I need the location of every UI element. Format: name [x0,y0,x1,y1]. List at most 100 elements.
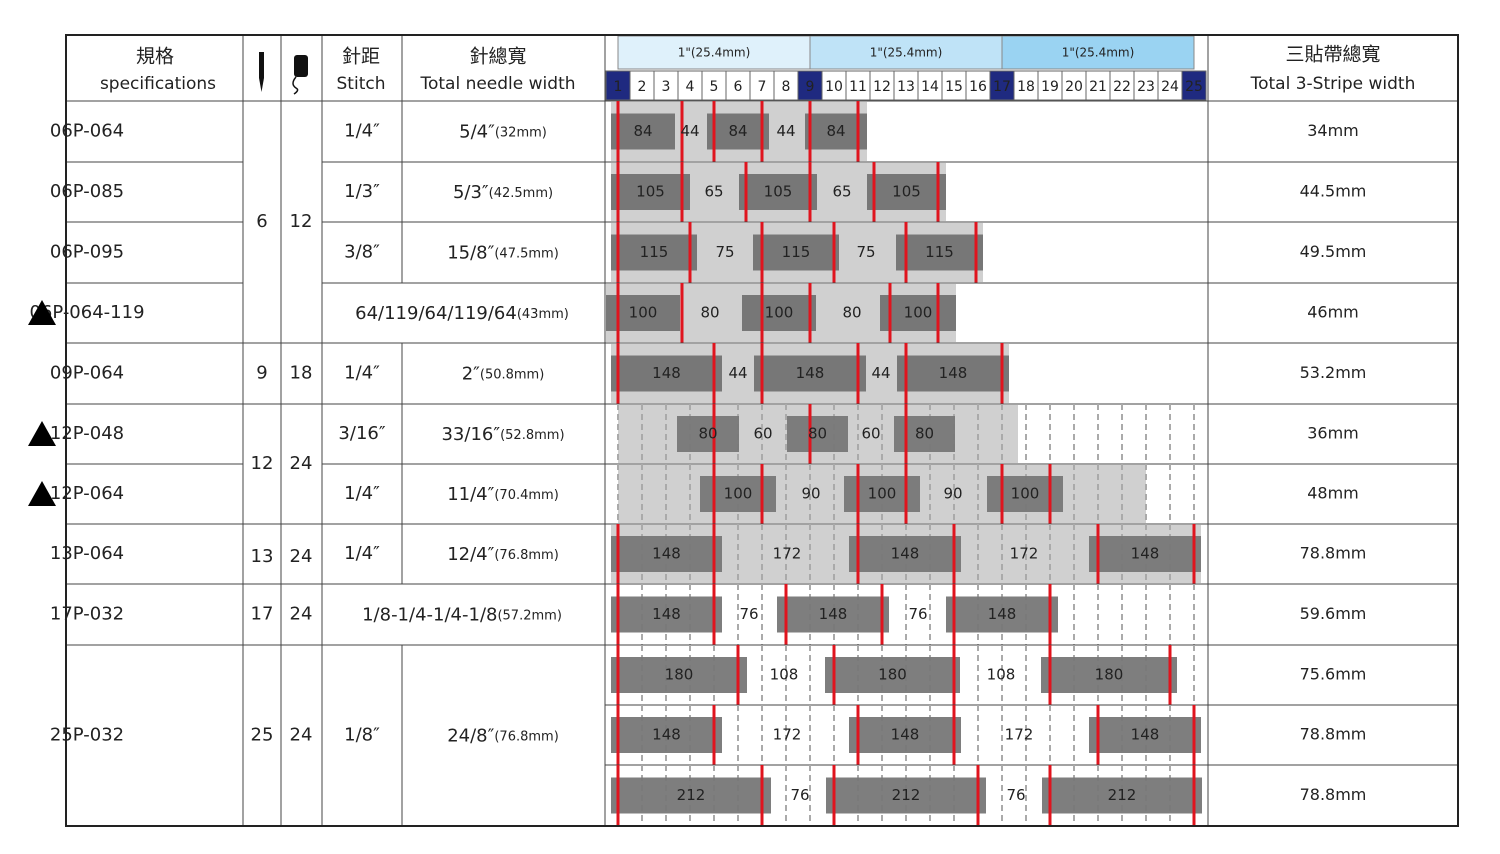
thread-count: 24 [290,546,313,567]
stripe [611,113,675,150]
needle-width: 24/8″(76.8mm) [447,726,559,747]
needle-number: 20 [1065,79,1083,95]
stripe [1089,536,1201,572]
stripe [754,355,866,392]
thread-count: 24 [290,725,313,746]
stripe [826,777,986,814]
thread-icon [292,55,308,95]
table-border [65,34,1459,827]
gap-label: 76 [1006,786,1025,804]
width: 15/8″ [447,243,494,264]
stripe-label: 148 [891,726,920,744]
ruler-label: 1"(25.4mm) [1062,46,1135,60]
stripe [849,717,961,753]
spec-zh: 規格 [136,46,174,68]
stripe [896,234,983,271]
width: 64/119/64/119/64 [355,303,517,324]
spec: 09P-064 [50,363,124,384]
spec: 12P-064 [50,483,124,504]
needle-number: 3 [662,79,671,95]
needle-number: 8 [782,79,791,95]
needle-count: 17 [251,604,274,625]
gap-label: 76 [790,786,809,804]
needle-number: 24 [1161,79,1179,95]
needle-number-cell [1085,70,1111,101]
stripe [707,113,769,150]
width: 5/4″ [459,122,495,143]
stitch: 3/16″ [338,423,385,444]
needle-number-cell [1181,70,1207,101]
stripe [677,416,739,452]
stripe-label: 180 [1095,666,1124,684]
ruler-label: 1"(25.4mm) [678,46,751,60]
width: 5/3″ [453,182,489,203]
width-mm: (57.2mm) [497,608,561,623]
total-width: 53.2mm [1300,363,1367,382]
thread-count: 12 [290,211,313,232]
stripe-label: 100 [904,304,933,322]
gap-label: 172 [1010,545,1039,563]
total-width: 44.5mm [1300,182,1367,201]
needle-number: 17 [993,79,1011,95]
needle-number: 16 [969,79,987,95]
stripe-label: 100 [629,304,658,322]
needle-width: 64/119/64/119/64(43mm) [355,303,569,324]
total-width: 34mm [1307,121,1359,140]
stitch-zh: 針距 [342,46,380,68]
width: 2″ [462,364,480,385]
needle-number: 10 [825,79,843,95]
stitch: 1/8″ [344,725,380,746]
stripe [611,536,722,572]
spec: 17P-032 [50,604,124,625]
total-width: 36mm [1307,424,1359,443]
gap-label: 80 [700,304,719,322]
stitch: 1/3″ [344,181,380,202]
stripe-label: 100 [1011,485,1040,503]
needle-number-cell [845,70,871,101]
spec-en: specifications [100,74,216,94]
needle-number: 14 [921,79,939,95]
total-zh: 三貼帶總寬 [1285,44,1380,66]
stripe-label: 148 [1131,726,1160,744]
needle-count: 25 [251,725,274,746]
needle-number: 21 [1089,79,1107,95]
needle-number: 23 [1137,79,1155,95]
spec: 06P-085 [50,181,124,202]
gap-label: 172 [773,726,802,744]
stripe-label: 80 [915,425,934,443]
needle-number-cell [653,70,679,101]
stripe [611,234,697,271]
needle-count: 13 [251,546,274,567]
stitch: 1/4″ [344,121,380,142]
stripe-label: 212 [892,786,921,804]
total-width: 78.8mm [1300,785,1367,804]
needle-number-cell [941,70,967,101]
needle-width: 33/16″(52.8mm) [441,424,564,445]
stripe-label: 148 [652,364,681,382]
stripe [894,416,955,452]
stripe-label: 105 [892,183,921,201]
needle-count: 12 [251,453,274,474]
gap-label: 172 [773,545,802,563]
needle-number: 12 [873,79,891,95]
needle-number-cell [1013,70,1039,101]
stripe [1041,657,1177,693]
stripe-label: 80 [698,425,717,443]
gap-label: 44 [776,122,795,140]
gap-label: 76 [739,605,758,623]
needle-number: 4 [686,79,695,95]
stripe [897,355,1009,392]
gap-label: 90 [801,485,820,503]
gap-label: 172 [1005,726,1034,744]
stripe-label: 115 [782,243,811,261]
gap-label: 65 [704,183,723,201]
spec: 06P-064-119 [29,302,144,323]
width-mm: (42.5mm) [489,186,553,201]
stripe [742,295,816,331]
needle-number: 15 [945,79,963,95]
stitch: 3/8″ [344,242,380,263]
needle-number: 5 [710,79,719,95]
needle-count: 9 [256,363,267,384]
ruler-label: 1"(25.4mm) [870,46,943,60]
